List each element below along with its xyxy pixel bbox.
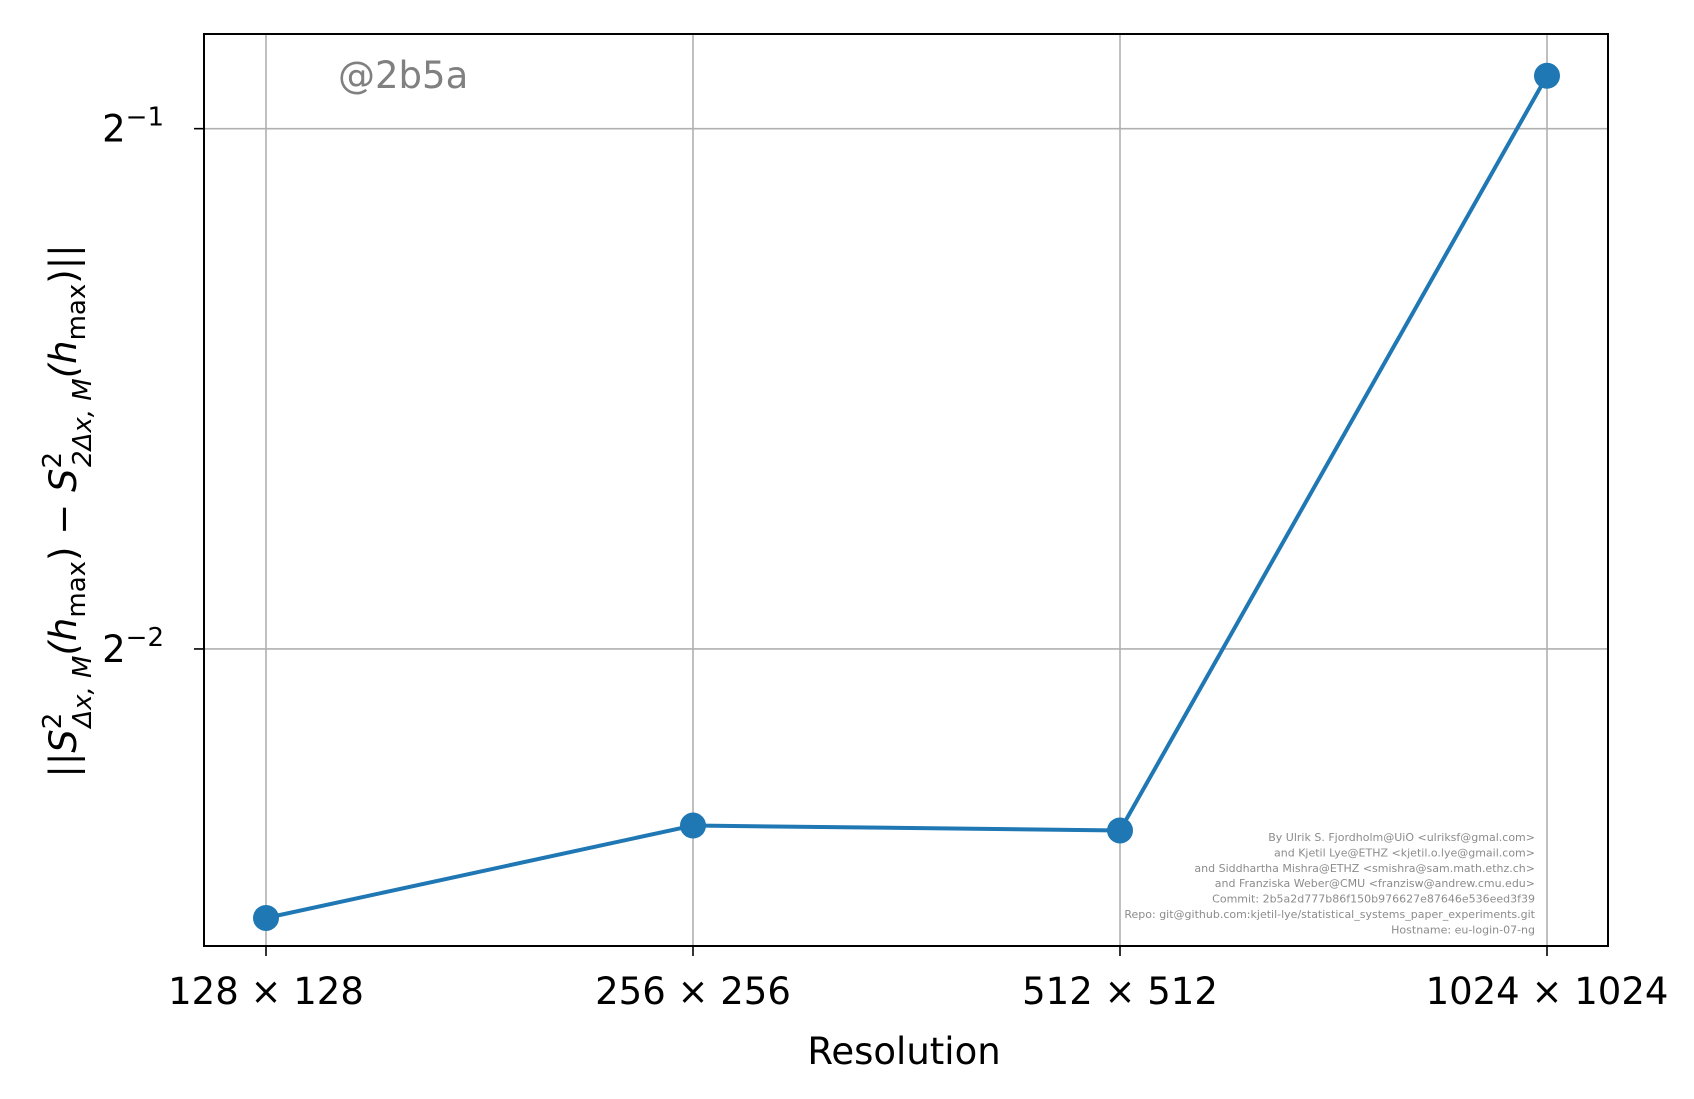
y-tick-base: 2: [102, 628, 126, 671]
y-label-mid: ) −: [42, 492, 85, 561]
x-tick-label: 128 × 128: [168, 970, 364, 1013]
y-label-hsub2: max: [62, 284, 92, 341]
y-label-sup2: 2: [38, 452, 68, 469]
y-label-sub2: 2Δx, M: [68, 378, 98, 467]
series-line: [265, 74, 1549, 920]
y-label-s2: S: [42, 469, 85, 493]
y-label-h1: (h: [42, 618, 85, 656]
grid: [204, 34, 1608, 946]
x-tick-label: 1024 × 1024: [1426, 970, 1669, 1013]
series-layer: [253, 62, 1560, 931]
y-tick-exponent: −2: [126, 623, 164, 653]
watermark: @2b5a: [338, 54, 468, 97]
y-label-h2: (h: [42, 340, 85, 378]
y-axis-label: ||S2Δx, M(hmax) − S22Δx, M(hmax)||: [38, 244, 98, 777]
data-point: [1107, 817, 1133, 844]
credit-line: Hostname: eu-login-07-ng: [1391, 923, 1535, 936]
y-label-hsub1: max: [62, 561, 92, 618]
data-point: [680, 812, 706, 839]
plot-frame: [203, 33, 1609, 947]
y-tick-base: 2: [102, 108, 126, 151]
credit-line: and Kjetil Lye@ETHZ <kjetil.o.lye@gmail.…: [1274, 846, 1535, 859]
credits-block: By Ulrik S. Fjordholm@UiO <ulriksf@gmal.…: [1124, 831, 1535, 936]
credit-line: Repo: git@github.com:kjetil-lye/statisti…: [1124, 908, 1535, 921]
credit-line: By Ulrik S. Fjordholm@UiO <ulriksf@gmal.…: [1268, 831, 1535, 844]
x-axis-label: Resolution: [807, 1030, 1000, 1073]
y-label-open: ||: [42, 753, 85, 778]
y-label-sub1: Δx, M: [68, 656, 98, 730]
credit-line: and Siddhartha Mishra@ETHZ <smishra@sam.…: [1194, 862, 1535, 875]
y-label-sup1: 2: [38, 713, 68, 730]
y-label-s1: S: [42, 729, 85, 753]
y-tick-exponent: −1: [126, 103, 164, 133]
x-tick-label: 256 × 256: [595, 970, 791, 1013]
y-tick-label: 2−1: [102, 103, 164, 151]
credit-line: and Franziska Weber@CMU <franzisw@andrew…: [1215, 877, 1535, 890]
x-axis-ticks: 128 × 128 256 × 256 512 × 512 1024 × 1024: [168, 946, 1668, 1013]
y-tick-label: 2−2: [102, 623, 164, 671]
data-point: [1534, 62, 1560, 89]
y-label-close: )||: [42, 244, 85, 283]
y-axis-ticks: 2−22−1: [102, 103, 204, 671]
x-tick-label: 512 × 512: [1022, 970, 1218, 1013]
data-point: [253, 904, 279, 931]
credit-line: Commit: 2b5a2d777b86f150b976627e87646e53…: [1212, 893, 1535, 906]
